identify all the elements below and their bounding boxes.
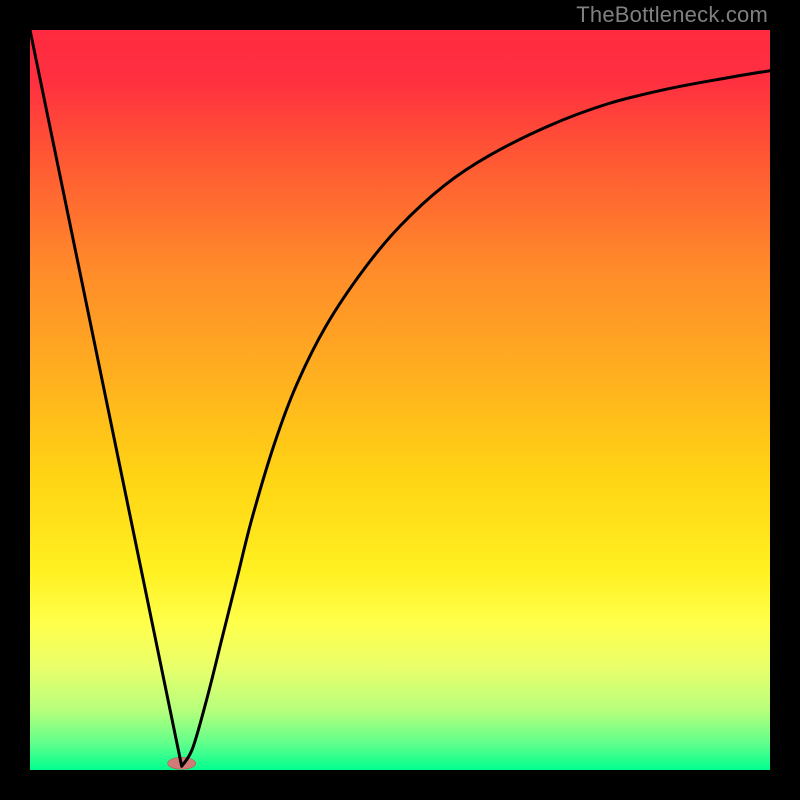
plot-svg <box>30 30 770 770</box>
attribution-text: TheBottleneck.com <box>576 2 768 28</box>
gradient-background <box>30 30 770 770</box>
plot-area <box>30 30 770 770</box>
frame-border-left <box>0 0 30 800</box>
frame-border-bottom <box>0 770 800 800</box>
chart-frame <box>0 0 800 800</box>
frame-border-right <box>770 0 800 800</box>
